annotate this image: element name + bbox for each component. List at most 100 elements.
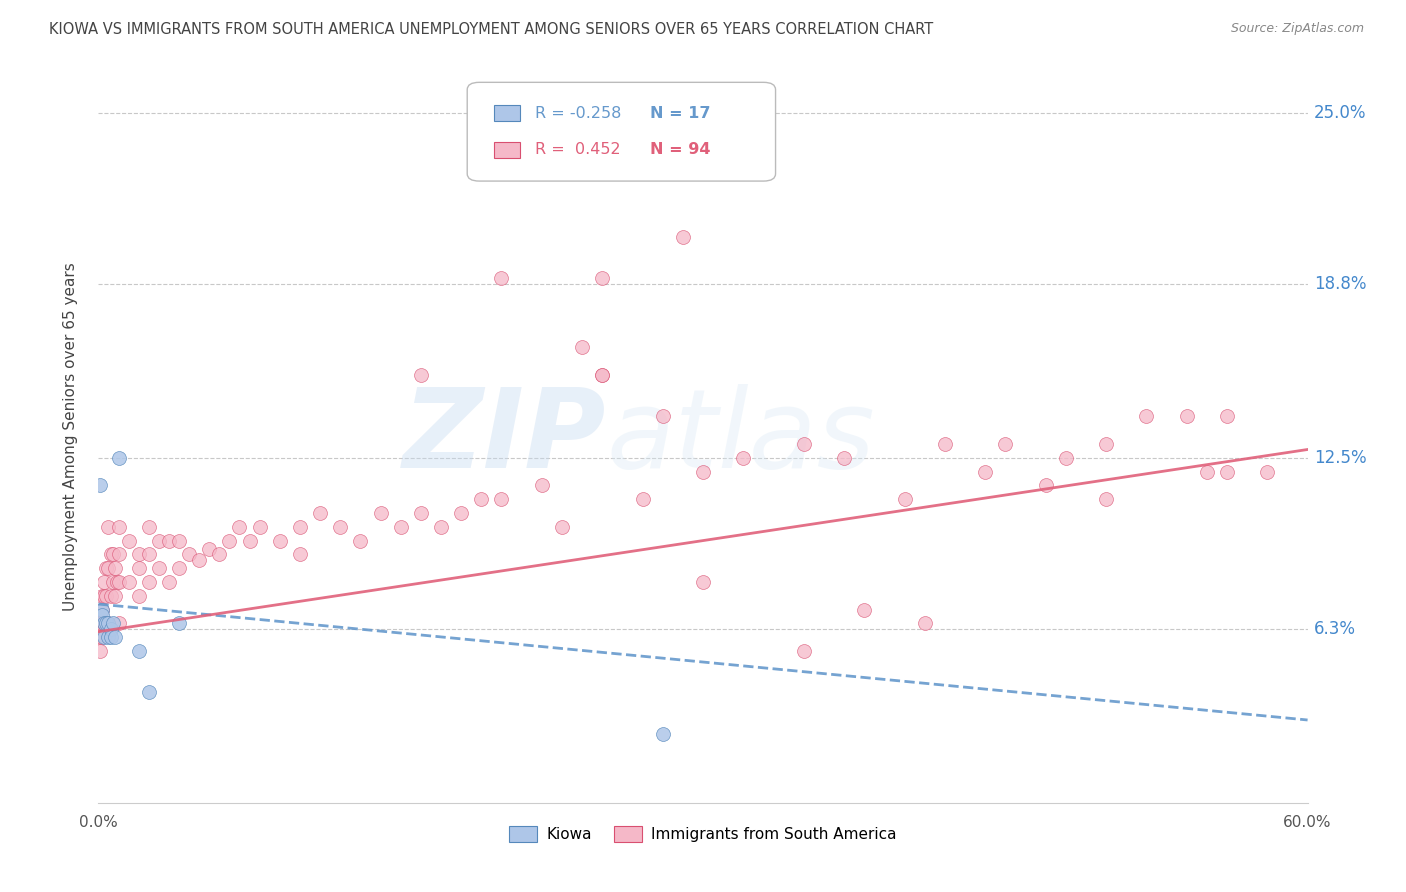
Point: [571, 340, 593, 354]
Point: [188, 553, 211, 567]
Point: [239, 533, 262, 548]
Point: [100, 548, 122, 562]
Point: [148, 561, 170, 575]
Point: [1216, 465, 1239, 479]
Point: [93, 616, 115, 631]
Point: [101, 574, 124, 589]
Point: [370, 506, 392, 520]
Point: [288, 520, 311, 534]
Text: atlas: atlas: [606, 384, 875, 491]
Legend: Kiowa, Immigrants from South America: Kiowa, Immigrants from South America: [502, 819, 904, 850]
Point: [389, 520, 412, 534]
Point: [138, 574, 160, 589]
Point: [93, 589, 115, 603]
Point: [97, 520, 120, 534]
Point: [100, 630, 122, 644]
Point: [409, 506, 432, 520]
Text: Source: ZipAtlas.com: Source: ZipAtlas.com: [1230, 22, 1364, 36]
Point: [692, 465, 714, 479]
Point: [96, 589, 118, 603]
Text: R =  0.452: R = 0.452: [534, 142, 620, 157]
Point: [89, 644, 111, 658]
Text: 18.8%: 18.8%: [1313, 275, 1367, 293]
Point: [103, 589, 125, 603]
Point: [107, 520, 129, 534]
Point: [148, 533, 170, 548]
Point: [138, 548, 160, 562]
Point: [269, 533, 291, 548]
Point: [93, 616, 115, 631]
Point: [994, 437, 1017, 451]
Point: [672, 230, 695, 244]
Point: [128, 548, 150, 562]
Point: [1054, 450, 1077, 465]
Text: R = -0.258: R = -0.258: [534, 105, 621, 120]
Point: [167, 616, 190, 631]
Point: [491, 271, 513, 285]
Point: [138, 685, 160, 699]
Point: [1095, 437, 1118, 451]
Point: [934, 437, 956, 451]
FancyBboxPatch shape: [494, 142, 520, 158]
Point: [103, 561, 125, 575]
Point: [97, 616, 120, 631]
Point: [107, 574, 129, 589]
Point: [107, 548, 129, 562]
Point: [103, 630, 125, 644]
Point: [89, 616, 111, 631]
Point: [288, 548, 311, 562]
Point: [97, 616, 120, 631]
Point: [651, 409, 673, 424]
FancyBboxPatch shape: [467, 82, 776, 181]
Point: [128, 561, 150, 575]
Point: [974, 465, 997, 479]
Text: 12.5%: 12.5%: [1313, 449, 1367, 467]
Point: [105, 574, 128, 589]
Point: [349, 533, 371, 548]
Point: [228, 520, 250, 534]
Point: [100, 622, 122, 636]
Point: [91, 608, 114, 623]
Point: [733, 450, 755, 465]
Point: [91, 616, 114, 631]
Point: [470, 492, 492, 507]
Point: [91, 602, 114, 616]
Point: [157, 533, 180, 548]
Point: [1216, 409, 1239, 424]
Point: [89, 630, 111, 644]
Point: [430, 520, 453, 534]
Y-axis label: Unemployment Among Seniors over 65 years: Unemployment Among Seniors over 65 years: [63, 263, 77, 611]
Point: [1195, 465, 1218, 479]
Point: [93, 574, 115, 589]
Point: [167, 561, 190, 575]
Point: [198, 541, 221, 556]
Point: [91, 602, 114, 616]
Point: [100, 589, 122, 603]
Point: [591, 368, 613, 382]
Text: N = 94: N = 94: [650, 142, 710, 157]
Point: [96, 561, 118, 575]
Point: [530, 478, 553, 492]
Point: [1175, 409, 1198, 424]
Point: [551, 520, 574, 534]
Point: [128, 644, 150, 658]
Point: [167, 533, 190, 548]
Text: N = 17: N = 17: [650, 105, 710, 120]
Point: [96, 616, 118, 631]
Point: [692, 574, 714, 589]
Point: [118, 533, 141, 548]
Point: [101, 616, 124, 631]
Point: [793, 437, 815, 451]
Text: ZIP: ZIP: [402, 384, 606, 491]
Point: [118, 574, 141, 589]
Point: [491, 492, 513, 507]
Text: 25.0%: 25.0%: [1313, 103, 1367, 122]
Point: [208, 548, 231, 562]
Point: [97, 630, 120, 644]
Text: 6.3%: 6.3%: [1313, 620, 1355, 638]
Text: KIOWA VS IMMIGRANTS FROM SOUTH AMERICA UNEMPLOYMENT AMONG SENIORS OVER 65 YEARS : KIOWA VS IMMIGRANTS FROM SOUTH AMERICA U…: [49, 22, 934, 37]
Point: [591, 271, 613, 285]
Point: [832, 450, 855, 465]
Point: [218, 533, 240, 548]
Point: [107, 616, 129, 631]
